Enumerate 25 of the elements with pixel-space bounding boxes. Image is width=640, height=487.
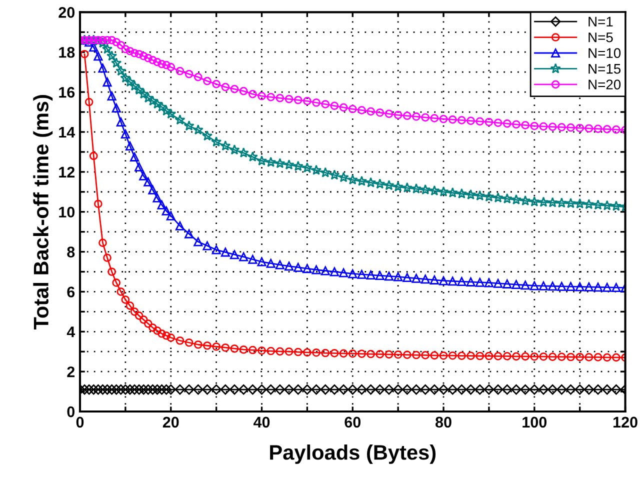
legend-label: N=10 [588, 48, 621, 58]
y-tick-label: 8 [67, 246, 75, 258]
legend-label: N=5 [588, 32, 613, 42]
y-axis-title: Total Back-off time (ms) [33, 94, 53, 330]
y-tick-label: 2 [67, 366, 75, 378]
y-tick-label: 20 [58, 7, 75, 18]
y-tick-label: 18 [59, 46, 75, 58]
x-axis-title: Payloads (Bytes) [270, 444, 436, 464]
legend-label: N=20 [588, 80, 621, 90]
y-tick-label: 6 [67, 286, 75, 298]
y-tick-label: 14 [59, 127, 76, 138]
y-tick-label: 12 [59, 166, 75, 178]
x-tick-label: 60 [344, 416, 361, 428]
y-tick-label: 4 [66, 326, 76, 338]
x-tick-label: 80 [436, 416, 452, 428]
x-tick-label: 120 [614, 416, 638, 428]
y-tick-label: 0 [67, 406, 75, 418]
y-tick-label: 16 [59, 86, 75, 98]
y-tick-label: 10 [59, 206, 75, 218]
x-tick-label: 20 [162, 416, 179, 428]
x-tick-label: 40 [253, 416, 270, 428]
x-tick-label: 100 [522, 416, 547, 428]
x-tick-label: 0 [76, 416, 84, 428]
legend-label: N=15 [588, 64, 621, 74]
legend-label: N=1 [588, 16, 613, 26]
